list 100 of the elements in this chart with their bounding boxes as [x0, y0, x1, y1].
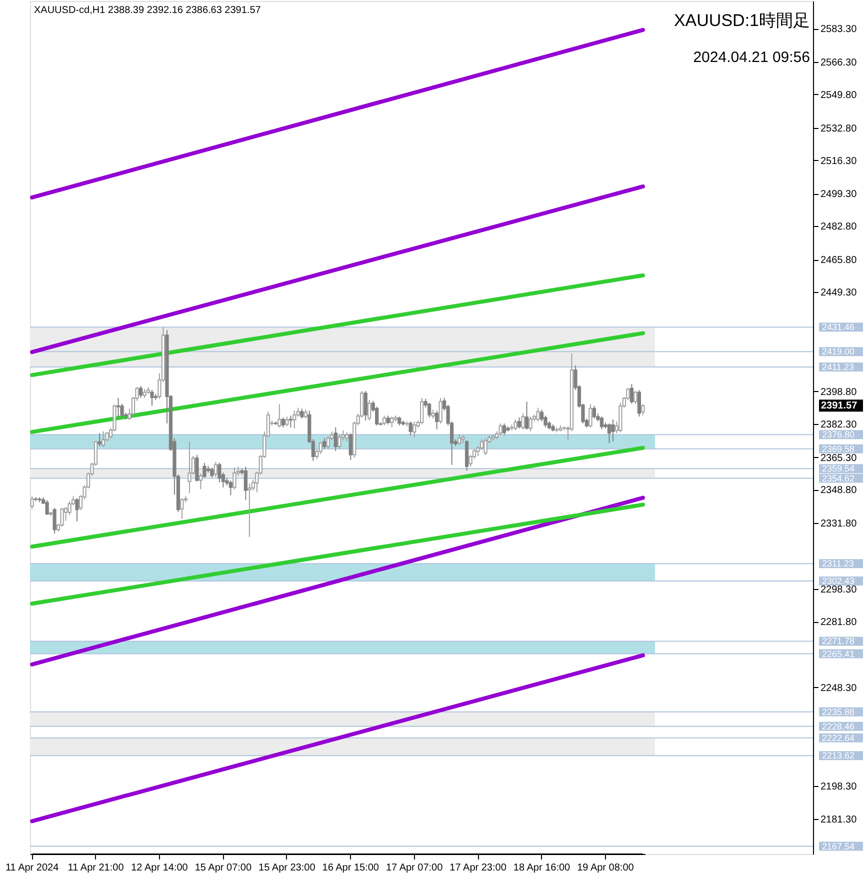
candlestick	[524, 401, 529, 430]
y-tick-label: 2499.30	[820, 189, 858, 200]
ref-line-label: 2354.62	[822, 473, 855, 484]
candlestick	[502, 422, 506, 436]
y-tick-label: 2516.30	[820, 156, 858, 167]
candlestick	[195, 454, 199, 482]
candlestick	[188, 441, 192, 494]
candlestick	[420, 397, 424, 425]
candlestick	[248, 482, 252, 538]
candlestick	[228, 480, 232, 496]
x-tick-label: 19 Apr 08:00	[577, 862, 634, 874]
candlestick	[138, 386, 143, 398]
x-tick-label: 17 Apr 23:00	[450, 862, 507, 874]
candlestick	[198, 473, 203, 490]
candlestick	[348, 432, 352, 460]
y-tick-label: 2348.80	[820, 485, 858, 496]
ref-line-label: 2235.88	[822, 706, 855, 717]
candlestick	[412, 421, 416, 438]
text: XAUUSD:1時間足	[674, 11, 810, 30]
candlestick	[592, 405, 596, 420]
y-tick-label: 2465.80	[820, 255, 858, 266]
y-tick-label: 2398.80	[820, 386, 858, 398]
candlestick	[202, 462, 206, 478]
candlestick	[536, 407, 540, 422]
y-tick-label: 2566.30	[820, 57, 858, 68]
y-tick-label: 2549.80	[820, 90, 858, 101]
candlestick	[278, 404, 282, 428]
candlestick	[364, 390, 368, 422]
x-tick-label: 12 Apr 14:00	[131, 862, 188, 874]
candlestick	[52, 508, 56, 534]
candlestick	[292, 410, 296, 429]
candlestick	[30, 496, 34, 510]
candlestick	[457, 434, 462, 446]
y-tick-label: 2532.80	[820, 123, 858, 134]
ref-line-label: 2431.46	[822, 322, 855, 332]
candlestick	[300, 408, 304, 420]
candlestick	[528, 416, 532, 432]
x-tick-label: 15 Apr 07:00	[194, 862, 252, 874]
candlestick	[288, 415, 292, 428]
candlestick	[498, 422, 502, 436]
y-tick-label: 2281.80	[820, 617, 858, 628]
x-tick-label: 11 Apr 21:00	[68, 862, 124, 874]
candlestick	[611, 419, 615, 442]
ref-line-label: 2265.41	[822, 648, 855, 659]
candlestick	[514, 419, 518, 431]
candlestick	[630, 384, 634, 404]
y-tick-label: 2482.80	[820, 222, 858, 233]
ref-line-label: 2302.43	[822, 576, 855, 586]
candlestick	[180, 498, 184, 520]
ref-line-label: 2222.64	[822, 732, 855, 743]
candlestick	[338, 434, 342, 450]
y-tick-label: 2298.30	[820, 584, 858, 596]
candlestick	[368, 399, 372, 422]
text: 2024.04.21 09:56	[693, 49, 810, 66]
candlestick	[408, 421, 412, 436]
candlestick	[210, 467, 214, 478]
candlestick	[60, 508, 64, 528]
candlestick	[382, 415, 386, 426]
candlestick	[150, 390, 154, 406]
y-tick-label: 2365.30	[820, 452, 858, 464]
candlestick	[214, 461, 218, 478]
y-tick-label: 2583.30	[820, 24, 858, 36]
y-tick-label: 2382.30	[820, 419, 858, 430]
candlestick	[98, 432, 102, 447]
candlestick	[588, 404, 592, 428]
x-tick-label: 16 Apr 15:00	[322, 862, 380, 874]
text: 2391.57	[821, 400, 858, 412]
candlestick	[435, 410, 439, 430]
ref-line-label: 2411.23	[822, 362, 854, 372]
x-tick-label: 18 Apr 16:00	[513, 862, 571, 874]
annotation: XAUUSD-cd,H1 2388.39 2392.16 2386.63 2391.57	[34, 5, 262, 16]
candlestick	[232, 467, 236, 490]
candlestick	[438, 397, 442, 424]
candlestick	[607, 422, 612, 444]
candlestick	[600, 416, 604, 430]
candlestick	[517, 417, 522, 429]
ref-line-label: 2228.46	[822, 721, 855, 732]
candlestick	[75, 498, 79, 522]
ref-line-label: 2311.23	[822, 558, 854, 569]
y-tick-label: 2331.80	[820, 518, 858, 530]
candlestick	[285, 416, 289, 427]
y-tick-label: 2181.30	[820, 814, 858, 826]
candlestick	[244, 466, 248, 500]
y-tick-label: 2198.30	[820, 781, 858, 792]
x-tick-label: 11 Apr 2024	[5, 862, 60, 874]
candlestick	[390, 416, 394, 428]
candlestick	[428, 402, 432, 418]
ref-line-label: 2369.58	[822, 444, 855, 454]
candlestick	[322, 438, 326, 450]
candlestick	[634, 390, 638, 404]
candlestick	[101, 430, 106, 448]
x-tick-label: 15 Apr 23:00	[258, 862, 316, 874]
candlestick	[45, 500, 49, 516]
candlestick	[484, 438, 488, 456]
y-tick-label: 2449.30	[820, 288, 858, 299]
candlestick	[637, 390, 642, 418]
candlestick	[326, 436, 330, 450]
y-tick-label: 2248.30	[820, 682, 858, 694]
ref-line-label: 2376.80	[822, 430, 855, 440]
candlestick	[281, 417, 285, 428]
